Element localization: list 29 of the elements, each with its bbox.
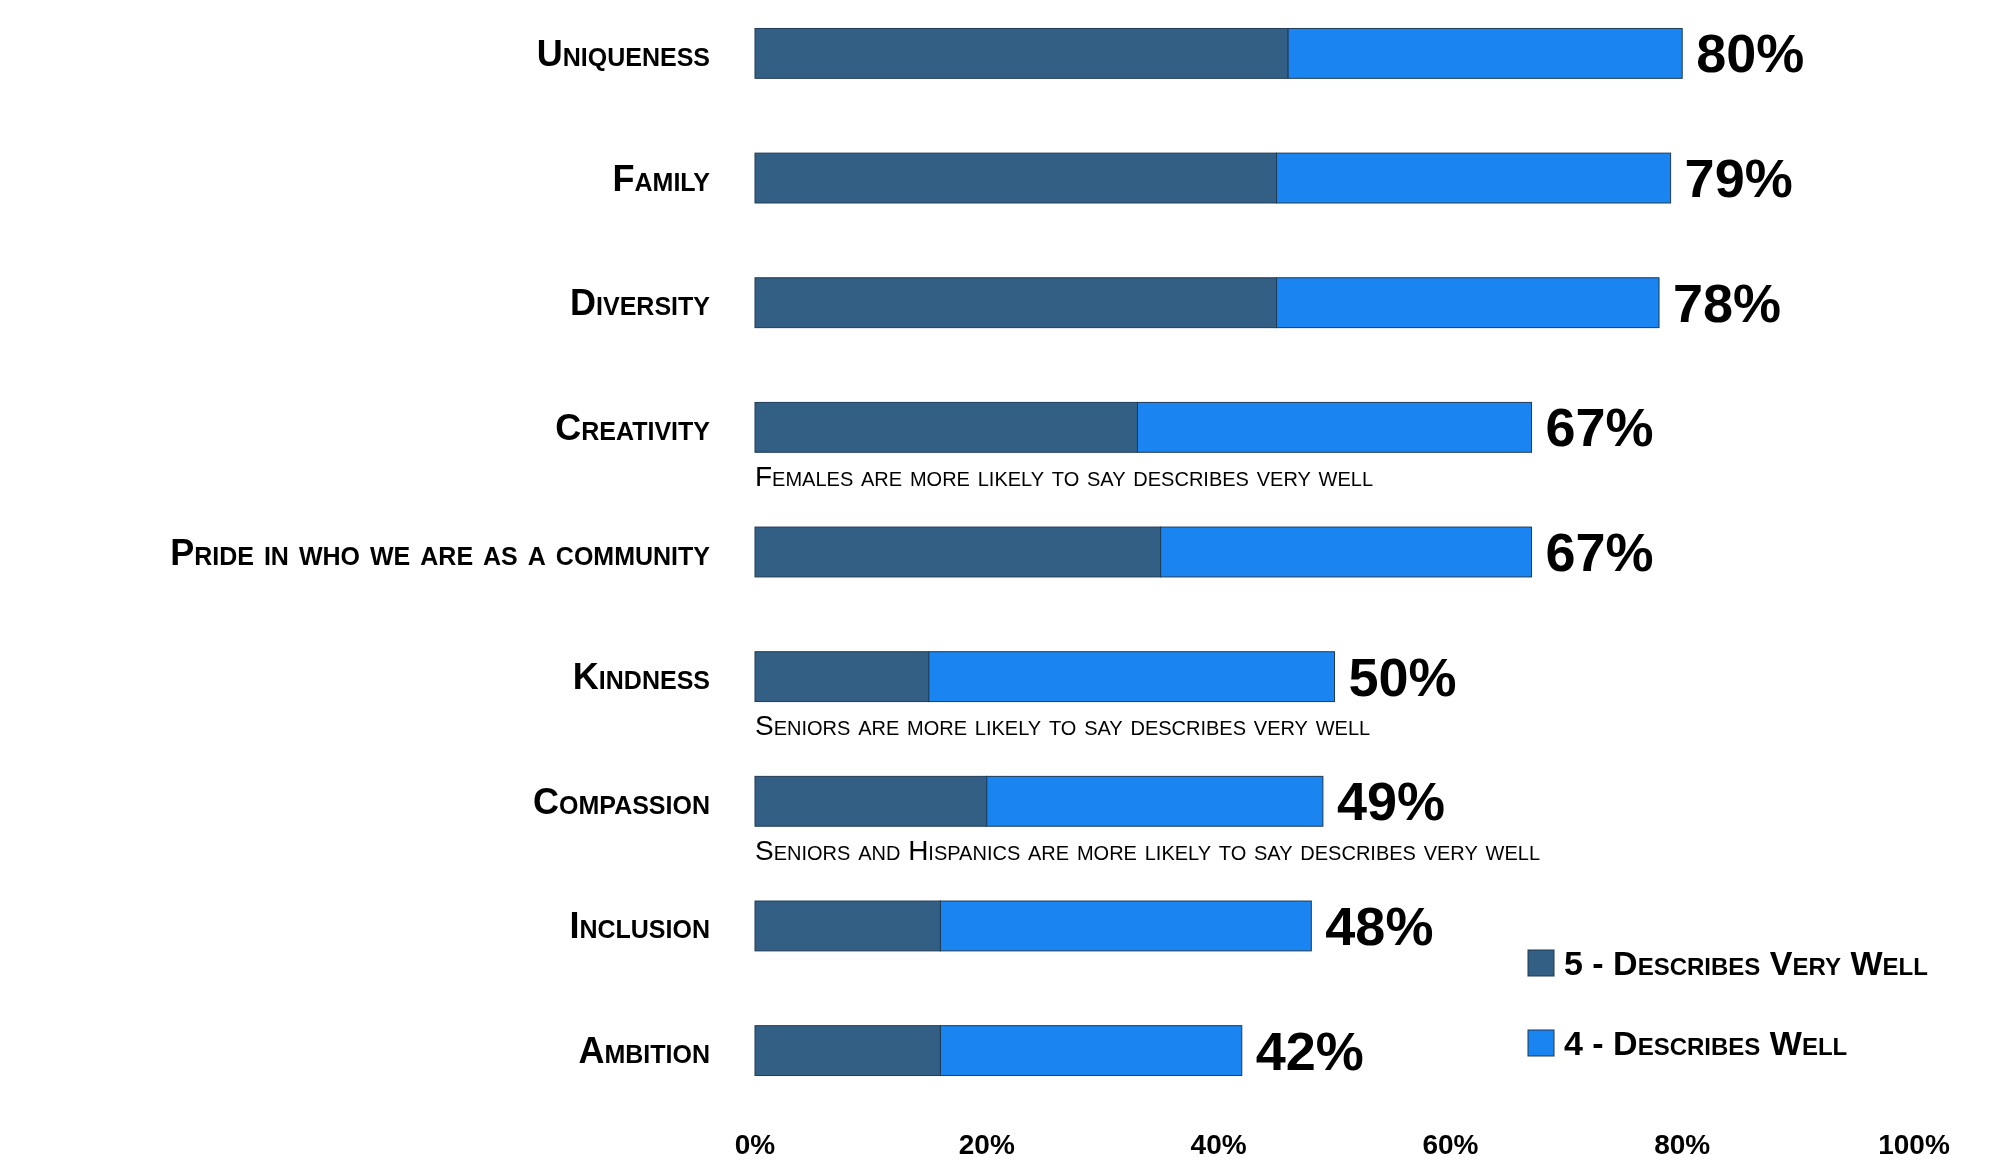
y-tick-label: Kindness — [572, 656, 710, 698]
y-tick-label: Pride in who we are as a community — [170, 531, 711, 573]
y-tick-label: Family — [612, 157, 711, 199]
legend-label: 4 - Describes Well — [1564, 1024, 1848, 1062]
x-tick-label: 100% — [1878, 1129, 1950, 1160]
x-tick-label: 20% — [958, 1129, 1015, 1160]
total-label: 67% — [1545, 522, 1654, 582]
total-label: 80% — [1696, 23, 1805, 84]
annotation: Seniors are more likely to say describes very well — [755, 710, 1371, 742]
total-label: 42% — [1255, 1020, 1364, 1081]
annotation: Seniors and Hispanics are more likely to say describes very well — [755, 834, 1541, 866]
y-tick-label: Inclusion — [569, 905, 710, 947]
total-label: 49% — [1336, 771, 1445, 832]
x-tick-label: 60% — [1422, 1129, 1479, 1160]
total-label: 48% — [1325, 895, 1434, 956]
y-tick-label: Ambition — [578, 1030, 710, 1072]
annotation: Females are more likely to say describes very well — [755, 460, 1374, 492]
y-tick-label: Uniqueness — [536, 32, 710, 74]
total-label: 78% — [1673, 272, 1782, 333]
y-tick-label: Compassion — [533, 780, 710, 822]
legend-label: 5 - Describes Very Well — [1564, 944, 1928, 982]
x-tick-label: 80% — [1654, 1129, 1711, 1160]
y-tick-label: Diversity — [570, 282, 711, 324]
x-tick-label: 40% — [1190, 1129, 1247, 1160]
y-tick-label: Creativity — [555, 406, 711, 448]
total-label: 67% — [1545, 397, 1654, 458]
total-label: 79% — [1684, 148, 1793, 209]
x-tick-label: 0% — [734, 1129, 776, 1160]
total-label: 50% — [1348, 646, 1457, 707]
